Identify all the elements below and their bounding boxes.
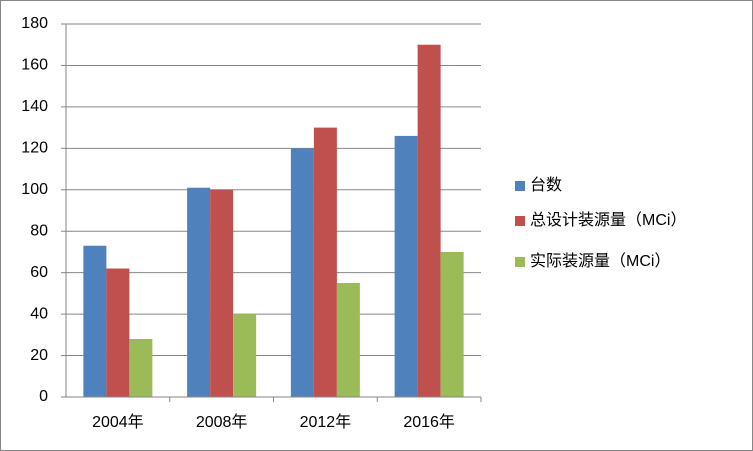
bar <box>106 268 130 397</box>
y-tick-label: 120 <box>21 140 48 157</box>
legend-swatch <box>515 181 525 191</box>
y-tick-label: 80 <box>30 222 48 239</box>
x-tick-label: 2008年 <box>196 413 248 431</box>
y-tick-label: 0 <box>39 388 48 405</box>
y-tick-label: 140 <box>21 98 48 115</box>
bar <box>233 314 257 397</box>
legend-label: 实际装源量（MCi） <box>530 252 670 270</box>
x-tick-label: 2016年 <box>403 413 455 431</box>
bar <box>336 283 360 397</box>
legend-label: 总设计装源量（MCi） <box>530 211 686 229</box>
y-tick-label: 160 <box>21 57 48 74</box>
bar <box>210 189 234 397</box>
legend-swatch <box>515 257 525 267</box>
bar <box>440 251 464 397</box>
bar <box>313 127 337 397</box>
legend-swatch <box>515 216 525 226</box>
legend-label: 台数 <box>530 176 562 194</box>
x-tick-label: 2004年 <box>92 413 144 431</box>
bar <box>187 187 211 397</box>
bar <box>129 338 153 397</box>
y-tick-label: 20 <box>30 347 48 364</box>
y-tick-label: 180 <box>21 15 48 32</box>
bar <box>417 44 441 397</box>
y-tick-label: 100 <box>21 181 48 198</box>
bar <box>290 148 314 397</box>
bar <box>394 135 418 397</box>
x-tick-label: 2012年 <box>300 413 352 431</box>
y-tick-label: 40 <box>30 305 48 322</box>
y-tick-label: 60 <box>30 264 48 281</box>
bar <box>83 245 107 397</box>
